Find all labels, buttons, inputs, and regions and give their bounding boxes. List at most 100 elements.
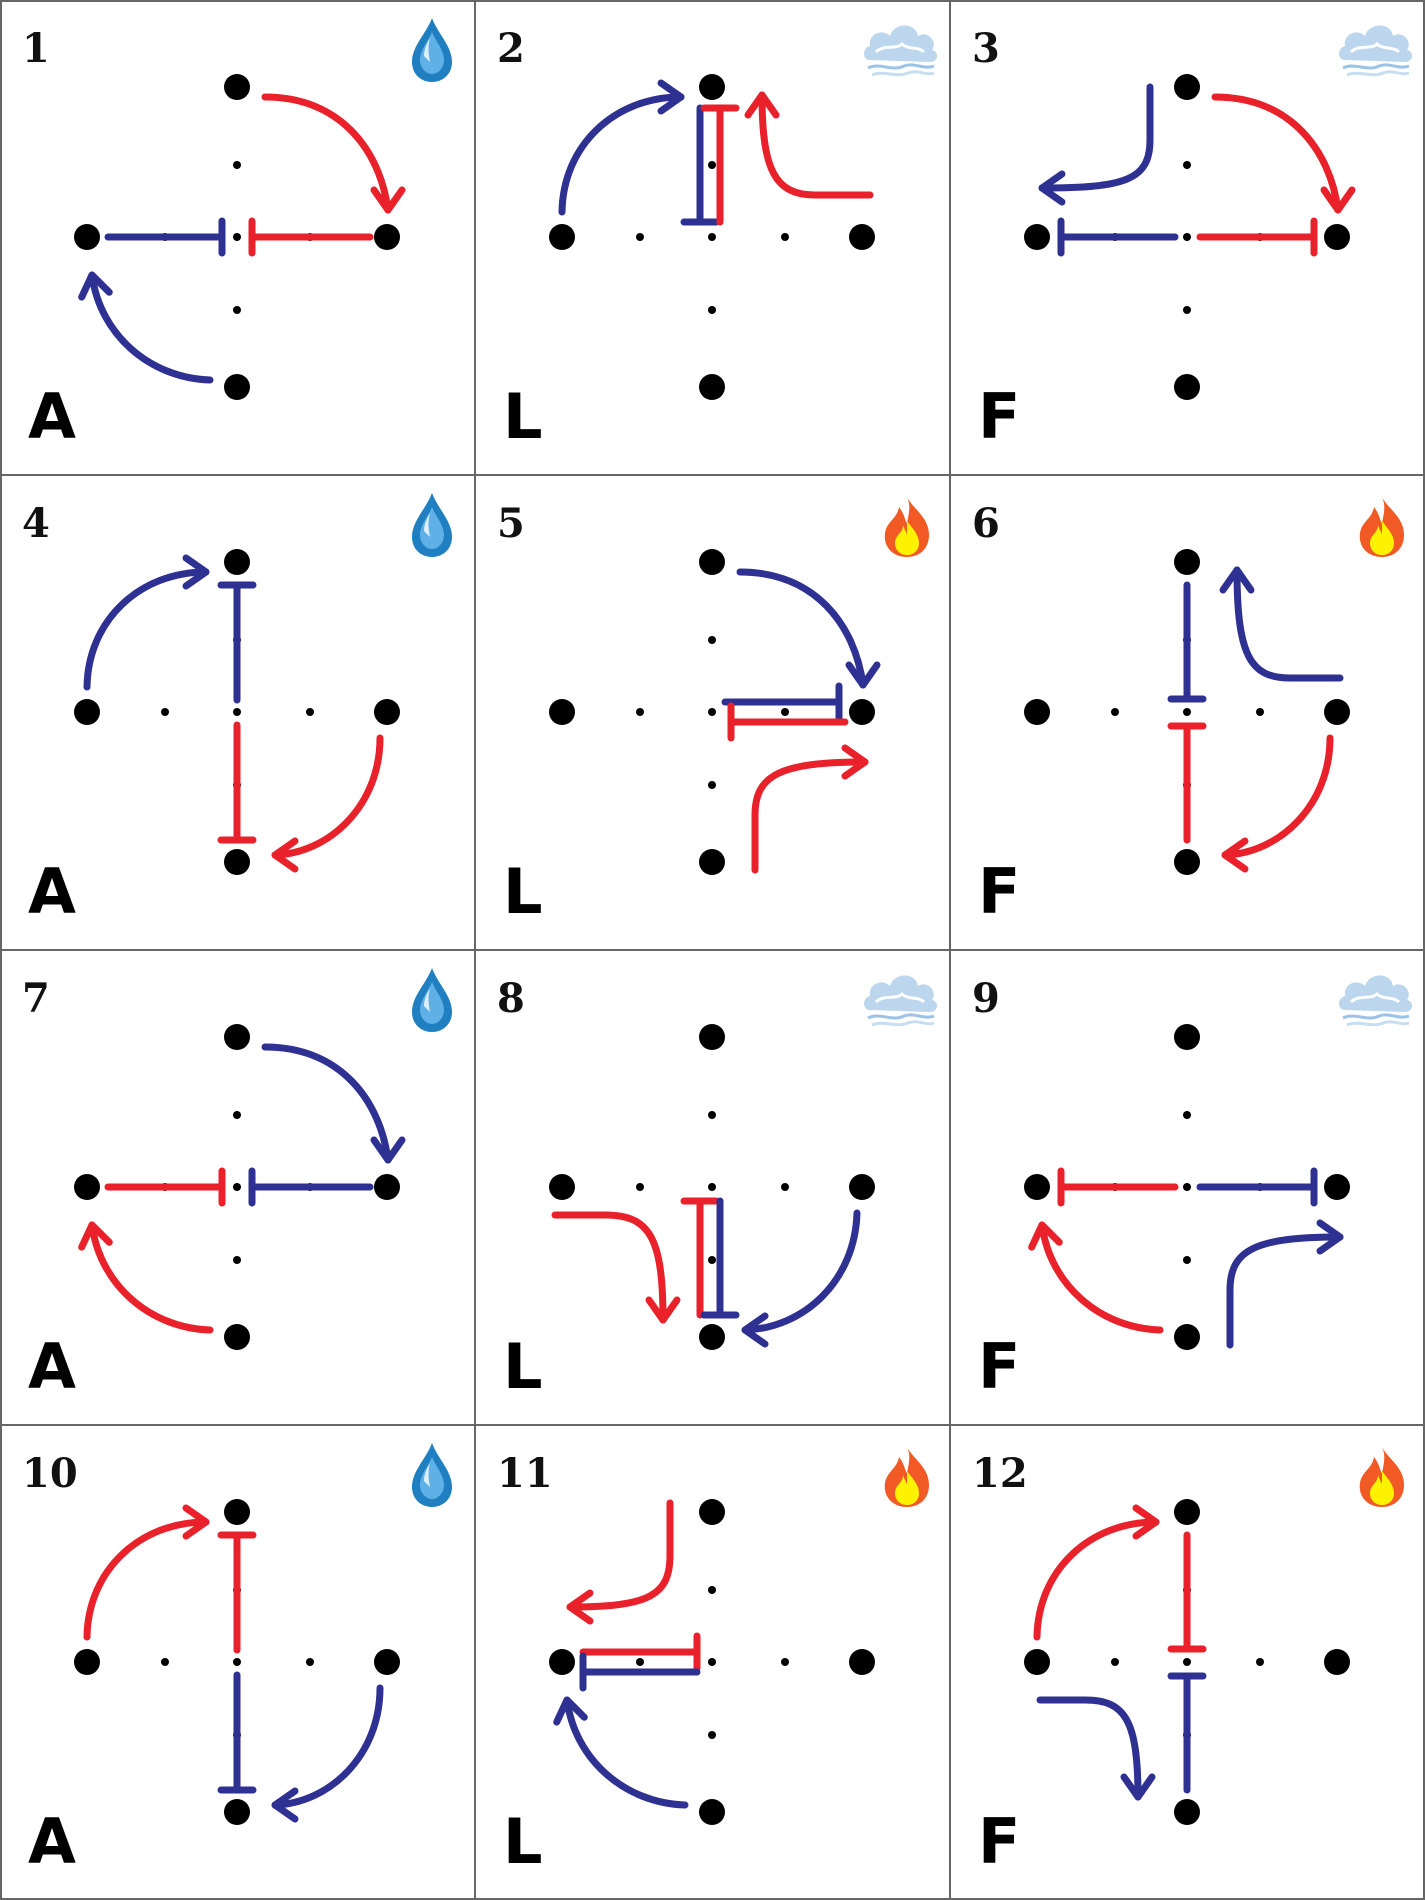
small-dot: [233, 161, 241, 169]
cell-letter: L: [503, 380, 543, 453]
red-arrow-head: [182, 1504, 210, 1540]
red-arrow-head: [1221, 837, 1249, 873]
node-dot: [699, 849, 725, 875]
small-dot: [306, 708, 314, 716]
puzzle-cell: 10 A: [0, 1425, 475, 1900]
small-dot: [708, 161, 716, 169]
red-arrow: [88, 1221, 214, 1334]
blue-arrow-head: [370, 1136, 406, 1164]
red-arrow: [271, 734, 384, 859]
red-arrow-head: [1320, 186, 1356, 214]
cell-number: 3: [972, 25, 1000, 72]
cell-number: 6: [972, 500, 1000, 547]
blue-arrow-head: [741, 1312, 769, 1348]
puzzle-cell: 1A: [0, 0, 475, 475]
small-dot: [636, 1183, 644, 1191]
cell-number: 8: [497, 975, 525, 1022]
small-dot: [708, 636, 716, 644]
small-dot: [1183, 161, 1191, 169]
small-dot: [708, 1111, 716, 1119]
red-arrow-head: [744, 91, 780, 119]
node-dot: [849, 1174, 875, 1200]
small-dot: [1183, 1256, 1191, 1264]
puzzle-cell: 2L: [475, 0, 950, 475]
blue-arrow-head: [1316, 1219, 1344, 1255]
node-dot: [699, 1024, 725, 1050]
small-dot: [1183, 233, 1191, 241]
blue-arrow-head: [1038, 170, 1066, 206]
cell-letter: A: [28, 855, 76, 928]
cell-letter: F: [978, 380, 1020, 453]
blue-arrow: [741, 1209, 861, 1334]
small-dot: [636, 708, 644, 716]
blue-arrow: [1036, 1696, 1142, 1801]
blue-arrow: [83, 568, 210, 691]
cell-number: 9: [972, 975, 1000, 1022]
cell-number: 12: [972, 1450, 1028, 1497]
small-dot: [781, 1183, 789, 1191]
red-arrow: [751, 758, 869, 874]
small-dot: [708, 1183, 716, 1191]
blue-arrow-head: [182, 554, 210, 590]
node-dot: [1174, 849, 1200, 875]
small-dot: [708, 1658, 716, 1666]
node-dot: [374, 1649, 400, 1675]
node-dot: [1174, 374, 1200, 400]
node-dot: [1024, 224, 1050, 250]
small-dot: [233, 1183, 241, 1191]
small-dot: [708, 1256, 716, 1264]
node-dot: [374, 1174, 400, 1200]
node-dot: [1324, 224, 1350, 250]
cell-number: 2: [497, 25, 525, 72]
small-dot: [708, 708, 716, 716]
small-dot: [636, 233, 644, 241]
small-dot: [1256, 708, 1264, 716]
small-dot: [1256, 1658, 1264, 1666]
node-dot: [1174, 74, 1200, 100]
cell-letter: F: [978, 1330, 1020, 1403]
node-dot: [699, 1324, 725, 1350]
small-dot: [636, 1658, 644, 1666]
node-dot: [74, 1174, 100, 1200]
node-dot: [549, 1649, 575, 1675]
small-dot: [1111, 1658, 1119, 1666]
small-dot: [233, 1658, 241, 1666]
small-dot: [233, 306, 241, 314]
cell-letter: L: [503, 855, 543, 928]
red-arrow-head: [1132, 1504, 1160, 1540]
red-arrow: [758, 91, 874, 199]
small-dot: [781, 1658, 789, 1666]
cell-letter: A: [28, 380, 76, 453]
node-dot: [224, 1799, 250, 1825]
blue-arrow: [271, 1684, 384, 1809]
small-dot: [161, 708, 169, 716]
small-dot: [1111, 708, 1119, 716]
blue-arrow-head: [271, 1787, 299, 1823]
blue-arrow: [558, 93, 685, 216]
node-dot: [699, 74, 725, 100]
red-arrow-head: [78, 1221, 113, 1251]
red-arrow-head: [841, 744, 869, 780]
blue-arrow: [736, 568, 867, 689]
puzzle-cell: 9F: [950, 950, 1425, 1425]
small-dot: [1183, 306, 1191, 314]
cell-number: 10: [22, 1450, 78, 1497]
blue-arrow-head: [78, 271, 113, 301]
cell-letter: F: [978, 1805, 1020, 1878]
node-dot: [1174, 549, 1200, 575]
puzzle-cell: 12 F: [950, 1425, 1425, 1900]
small-dot: [708, 306, 716, 314]
node-dot: [549, 699, 575, 725]
node-dot: [1324, 1174, 1350, 1200]
node-dot: [1024, 1649, 1050, 1675]
node-dot: [1324, 1649, 1350, 1675]
node-dot: [224, 849, 250, 875]
node-dot: [1174, 1024, 1200, 1050]
red-arrow-head: [645, 1296, 681, 1324]
red-arrow-head: [370, 186, 406, 214]
small-dot: [1183, 708, 1191, 716]
node-dot: [74, 224, 100, 250]
